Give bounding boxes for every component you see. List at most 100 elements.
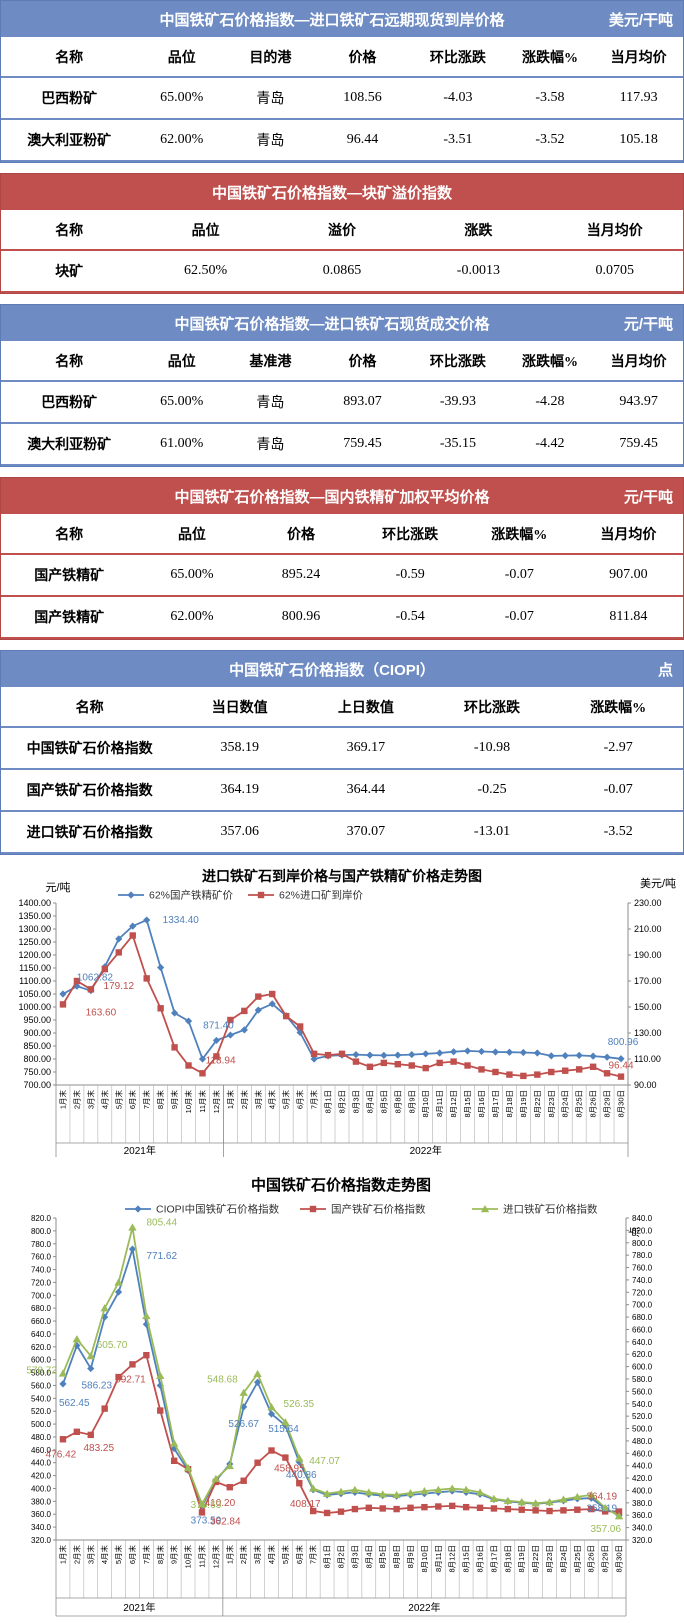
triangle-marker <box>600 1503 610 1511</box>
diamond-marker <box>366 1051 374 1059</box>
point-label: 458.95 <box>274 1464 305 1475</box>
table-cell: -13.01 <box>473 824 511 839</box>
square-marker <box>198 1509 206 1516</box>
x-tick-label: 8月8日 <box>393 1090 402 1113</box>
x-tick-label: 8月3日 <box>350 1545 359 1568</box>
column-header: 涨跌幅% <box>491 527 548 543</box>
data-table: 名称 品位 溢价 涨跌 当月均价 块矿 62.50% 0.0865 -0.0013 0.0705 <box>1 210 683 293</box>
left-tick-label: 540.0 <box>31 1394 52 1403</box>
column-header: 环比涨跌 <box>464 700 521 716</box>
x-tick-label: 8月11日 <box>435 1090 444 1117</box>
triangle-marker <box>308 1484 318 1492</box>
square-marker <box>589 1063 597 1070</box>
triangle-marker <box>267 1403 276 1411</box>
point-label: 364.19 <box>586 1492 617 1503</box>
legend-label: 62%进口矿到岸价 <box>279 889 364 902</box>
square-marker <box>73 977 81 985</box>
left-tick-label: 600.0 <box>31 1356 52 1365</box>
point-label: 1334.40 <box>163 915 200 926</box>
diamond-marker <box>114 1288 123 1296</box>
x-tick-label: 8月26日 <box>587 1545 596 1573</box>
column-header: 当月均价 <box>610 50 667 66</box>
square-marker <box>575 1066 583 1073</box>
triangle-marker <box>475 1488 485 1496</box>
table-cell: 0.0865 <box>322 263 362 278</box>
point-label: 526.35 <box>283 1399 314 1410</box>
triangle-marker <box>559 1495 568 1503</box>
column-header: 名称 <box>55 354 84 370</box>
x-tick-label: 4月末 <box>267 1090 277 1110</box>
column-header: 涨跌幅% <box>521 354 578 370</box>
square-marker <box>548 1068 555 1076</box>
diamond-marker <box>156 1381 164 1390</box>
data-table: 名称 品位 基准港 价格 环比涨跌 涨跌幅% 当月均价 巴西粉矿 65.00% 青岛 893.07 -… <box>1 341 683 466</box>
column-header: 名称 <box>75 700 104 716</box>
x-tick-label: 8月末 <box>155 1090 165 1110</box>
table-cell: -39.93 <box>439 394 476 409</box>
table-header-row: 名称 品位 基准港 价格 环比涨跌 涨跌幅% 当月均价 <box>1 341 683 381</box>
table-title-bar: 中国铁矿石价格指数—进口铁矿石远期现货到岸价格 美元/干吨 <box>1 1 683 37</box>
table-row: 国产铁精矿 62.00% 800.96 -0.54 -0.07 811.84 <box>1 596 683 638</box>
table-cell: 811.84 <box>609 609 648 624</box>
x-tick-label: 8月末 <box>155 1545 165 1565</box>
x-tick-label: 8月5日 <box>378 1545 387 1568</box>
right-axis-unit: 点 <box>628 1227 641 1238</box>
x-tick-label: 8月10日 <box>421 1090 430 1118</box>
point-label: 871.40 <box>203 1020 234 1031</box>
x-tick-label: 1月末 <box>57 1545 67 1565</box>
table-cell: 800.96 <box>281 609 321 624</box>
year-label: 2022年 <box>408 1601 440 1614</box>
table-title-bar: 中国铁矿石价格指数—进口铁矿石现货成交价格 元/干吨 <box>1 305 683 341</box>
diamond-marker <box>212 1036 221 1045</box>
series-0 <box>59 916 625 1063</box>
x-tick-label: 2月末 <box>71 1090 81 1110</box>
triangle-marker <box>322 1489 332 1497</box>
triangle-marker <box>545 1498 554 1506</box>
right-tick-label: 170.00 <box>634 976 662 986</box>
square-marker <box>601 1508 609 1515</box>
table-cell: 65.00% <box>160 90 204 105</box>
point-label: 375.63 <box>191 1500 222 1511</box>
chart-svg: 进口铁矿石到岸价格与国产铁精矿价格走势图 1400.00 1350.00 1300.0… <box>18 868 676 1160</box>
triangle-marker <box>114 1278 123 1286</box>
column-header: 价格 <box>287 527 316 543</box>
left-tick-label: 720.0 <box>31 1278 52 1287</box>
triangle-marker <box>614 1512 624 1520</box>
table-title: 中国铁矿石价格指数（CIOPI） <box>229 661 435 679</box>
x-tick-label: 8月24日 <box>561 1090 570 1118</box>
triangle-marker <box>295 1454 304 1462</box>
right-tick-label: 130.00 <box>634 1028 662 1038</box>
square-marker <box>157 1005 164 1012</box>
x-tick-label: 8月22日 <box>533 1090 542 1118</box>
series-1 <box>59 1351 623 1517</box>
table-cell: -4.03 <box>443 90 473 105</box>
diamond-marker <box>184 1017 193 1025</box>
row-label: 澳大利亚粉矿 <box>27 134 112 149</box>
square-marker <box>615 1508 623 1515</box>
legend-item: 进口铁矿石价格指数 <box>472 1203 598 1216</box>
series-2 <box>58 1223 624 1520</box>
row-label: 澳大利亚粉矿 <box>27 438 112 453</box>
triangle-marker <box>86 1352 95 1360</box>
square-marker <box>534 1071 541 1078</box>
table-cell: 青岛 <box>256 134 285 149</box>
legend-label: CIOPI中国铁矿石价格指数 <box>156 1203 280 1216</box>
x-tick-label: 9月末 <box>169 1545 179 1565</box>
triangle-marker <box>573 1492 582 1501</box>
table-cell: 357.06 <box>220 824 259 839</box>
triangle-marker <box>281 1418 290 1426</box>
point-label: 548.68 <box>207 1375 238 1386</box>
table-cell: 96.44 <box>346 132 379 147</box>
table-cell: 370.07 <box>346 824 386 839</box>
left-tick-label: 1000.00 <box>18 1002 51 1012</box>
square-marker <box>87 986 95 993</box>
point-label: 515.64 <box>268 1424 299 1435</box>
column-header: 环比涨跌 <box>429 354 486 370</box>
left-tick-label: 460.0 <box>31 1446 52 1455</box>
left-tick-label: 480.0 <box>31 1433 52 1442</box>
table-title: 中国铁矿石价格指数—国内铁精矿加权平均价格 <box>174 488 490 506</box>
right-tick-label: 230.00 <box>634 898 662 908</box>
table-header-row: 名称 当日数值 上日数值 环比涨跌 涨跌幅% <box>1 687 683 727</box>
x-tick-label: 5月末 <box>281 1090 291 1110</box>
